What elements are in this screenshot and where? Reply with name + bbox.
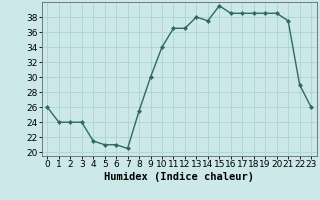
X-axis label: Humidex (Indice chaleur): Humidex (Indice chaleur) xyxy=(104,172,254,182)
